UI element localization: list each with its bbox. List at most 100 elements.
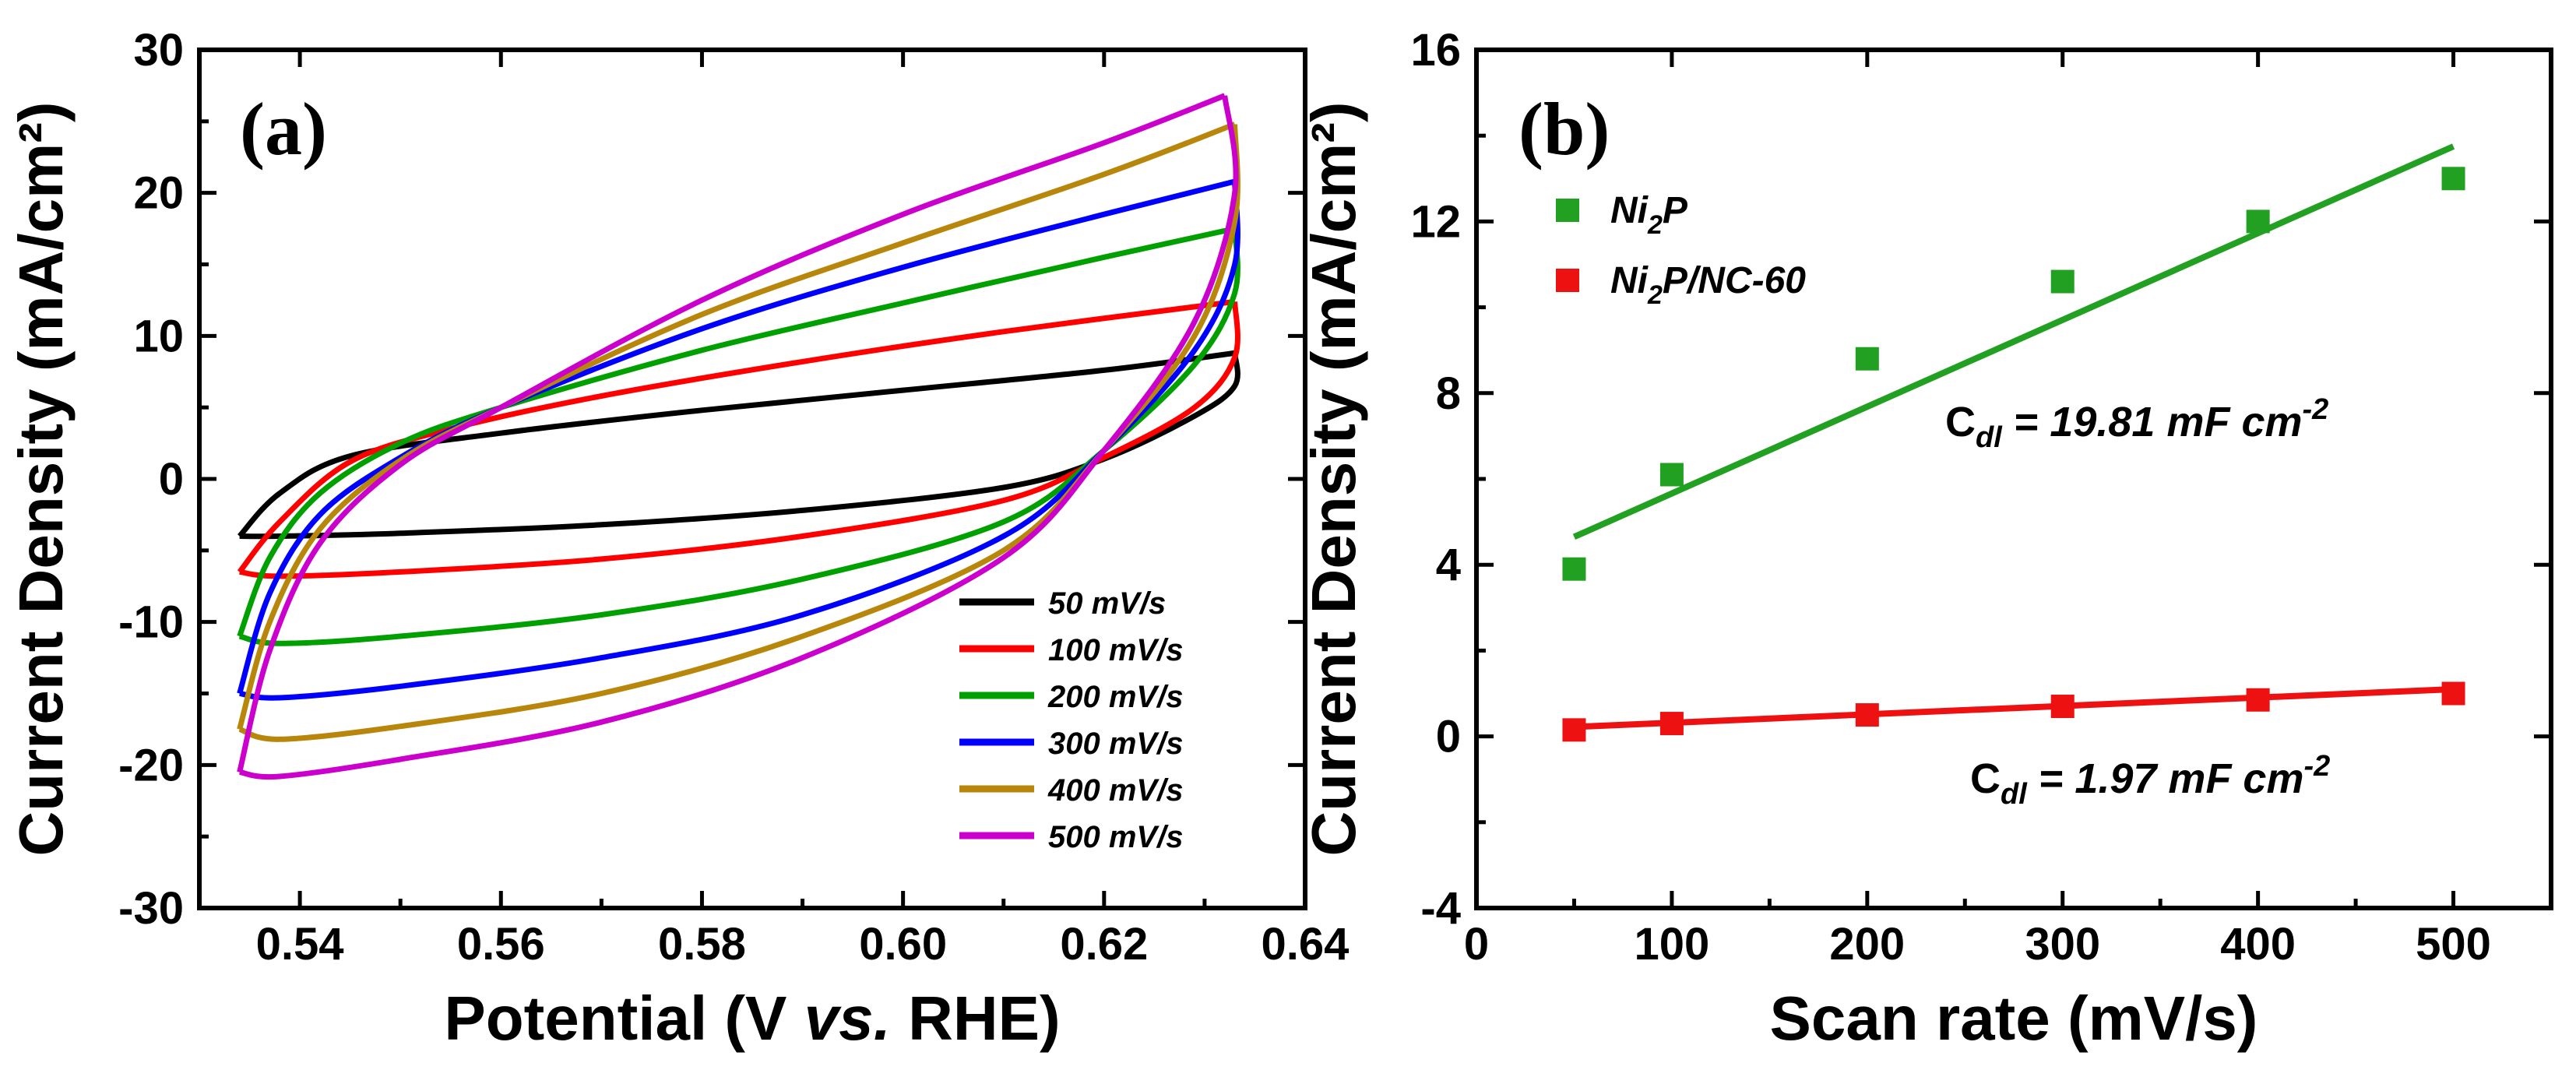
legend-label-subscript: 2 [1647,280,1663,310]
x-axis-title-a-prefix: Potential (V [444,984,804,1053]
y-tick-label: 0 [159,454,184,505]
legend-marker [1556,199,1579,222]
legend-label: 100 mV/s [1048,633,1183,667]
data-point [1659,712,1684,736]
cdl-annotation-ni2p: Cdl = 19.81 mF cm-2 [1945,393,2328,454]
x-tick-labels-a: 0.54 0.56 0.58 0.60 0.62 0.64 [256,919,1350,970]
legend-label: 50 mV/s [1048,586,1166,621]
x-tick-label: 0.60 [859,919,947,970]
cdl-annotation-ni2p-nc60: Cdl = 1.97 mF cm-2 [1970,750,2330,811]
x-tick-label: 0.62 [1060,919,1148,970]
data-point [1855,703,1879,727]
legend-label: Ni2P/NC-60 [1610,260,1806,310]
x-tick-label: 100 [1635,919,1710,970]
x-tick-label: 300 [2025,919,2100,970]
y-tick-label: -4 [1420,883,1461,934]
cdl-value: = 19.81 mF cm [2002,399,2303,445]
legend-label: Ni2P [1610,190,1688,240]
data-point [2050,269,2075,294]
data-point [1562,557,1586,581]
cdl-sub: dl [2001,778,2028,811]
cdl-sup: -2 [2303,393,2329,426]
legend-item: Ni2P [1556,190,1688,240]
legend-label: 500 mV/s [1048,820,1183,854]
data-point [2246,688,2270,712]
legend-label-subscript: 2 [1647,210,1663,240]
panel-label-b: (b) [1519,87,1610,171]
cv-cathodic-branch [238,124,1240,742]
cv-loop-100mvs [237,298,1240,579]
y-tick-label: -30 [118,883,184,934]
y-tick-label: 0 [1436,712,1461,762]
legend-label-rest: P [1663,190,1688,231]
data-point [1659,463,1684,487]
y-tick-labels-b: -4 0 4 8 12 16 [1410,25,1461,934]
data-points [1562,167,2465,742]
y-tick-label: -20 [118,740,184,790]
x-tick-label: 0.56 [457,919,545,970]
cv-loop-50mvs [237,350,1240,540]
cv-cathodic-branch [239,353,1240,540]
legend-label: 200 mV/s [1047,680,1183,714]
y-axis-title-b: Current Density (mA/cm²) [1299,101,1368,856]
x-axis-title-a-suffix: RHE) [891,984,1061,1053]
y-tick-label: 20 [133,168,184,219]
legend-label-base: Ni [1610,190,1649,231]
x-tick-label: 0.54 [256,919,344,970]
cdl-sub: dl [1976,421,2003,454]
y-tick-label: 16 [1410,25,1461,76]
cdl-value: = 1.97 mF cm [2027,755,2304,802]
cv-cathodic-branch [239,181,1240,701]
linear-fit-line [1572,143,2455,540]
x-axis-title-b: Scan rate (mV/s) [1770,984,2258,1053]
data-point [2246,209,2270,234]
x-axis-title-a-italic: vs. [804,984,891,1053]
axis-ticks-b [1474,48,2553,910]
legend-label-rest: P/NC-60 [1663,260,1806,301]
y-tick-labels-a: -30 -20 -10 0 10 20 30 [118,25,184,934]
legend-item: 400 mV/s [959,773,1183,808]
x-tick-label: 500 [2416,919,2491,970]
cv-anodic-branch [237,178,1236,695]
y-tick-label: 10 [133,311,184,361]
legend-item: 300 mV/s [959,727,1183,761]
legend-label: 400 mV/s [1047,773,1183,808]
panel-a: 0.54 0.56 0.58 0.60 0.62 0.64 -30 -20 -10 0 10 20 3… [6,25,1349,1053]
cv-anodic-branch [237,121,1236,730]
data-point [2050,695,2075,719]
legend-item: 50 mV/s [959,586,1166,621]
legend-item: 100 mV/s [959,633,1183,667]
y-tick-label: -10 [118,597,184,648]
x-tick-label: 0.58 [658,919,746,970]
data-point [2441,167,2465,191]
cv-anodic-branch [237,226,1236,638]
x-tick-label: 200 [1829,919,1905,970]
x-tick-label: 0.64 [1262,919,1350,970]
y-tick-label: 4 [1436,540,1461,590]
x-tick-label: 400 [2220,919,2296,970]
panel-label-a: (a) [240,87,327,171]
legend-label-base: Ni [1610,260,1649,301]
cdl-c: C [1970,755,2001,802]
cv-cathodic-branch [238,228,1240,646]
cdl-sup: -2 [2303,750,2330,783]
legend-a: 50 mV/s 100 mV/s 200 mV/s 300 mV/s 400 mV/s 5… [959,586,1183,854]
cv-curves [237,93,1240,780]
cv-loop-200mvs [237,226,1240,646]
cv-anodic-branch [237,93,1226,773]
fit-lines [1572,143,2455,730]
y-axis-title-a: Current Density (mA/cm²) [6,101,76,856]
x-tick-labels-b: 0 100 200 300 400 500 [1464,919,2491,970]
legend-item: 200 mV/s [959,680,1183,714]
legend-marker [1556,269,1579,292]
cv-loop-500mvs [237,93,1239,780]
cv-cathodic-branch [239,301,1240,579]
x-tick-label: 0 [1464,919,1489,970]
cv-cathodic-branch [238,95,1239,780]
y-tick-label: 12 [1410,196,1461,247]
data-point [1855,347,1879,371]
y-tick-label: 8 [1436,368,1461,419]
